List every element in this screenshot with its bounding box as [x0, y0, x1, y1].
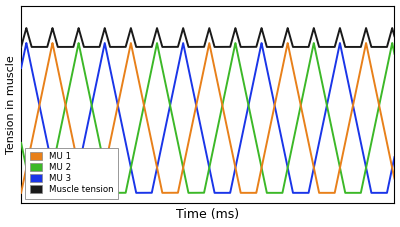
Legend: MU 1, MU 2, MU 3, Muscle tension: MU 1, MU 2, MU 3, Muscle tension	[26, 148, 118, 199]
Y-axis label: Tension in muscle: Tension in muscle	[6, 55, 16, 154]
X-axis label: Time (ms): Time (ms)	[176, 208, 239, 222]
